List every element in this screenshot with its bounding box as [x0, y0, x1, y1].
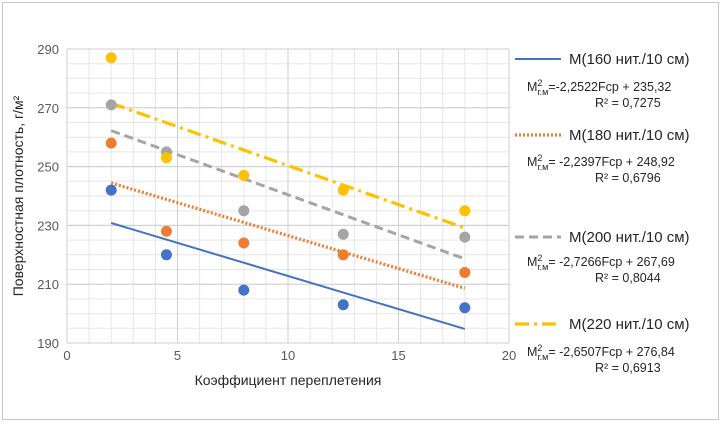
x-tick-label: 0: [63, 348, 70, 363]
y-axis-title: Поверхностная плотность, г/м²: [10, 95, 26, 296]
legend-label: М(160 нит./10 см): [569, 51, 690, 68]
data-point: [459, 266, 471, 278]
data-point: [337, 299, 349, 311]
data-point: [459, 205, 471, 217]
r-squared-label: R² = 0,6796: [595, 171, 661, 185]
x-tick-label: 15: [391, 348, 405, 363]
grid-lines: [66, 48, 510, 344]
x-tick-label: 5: [174, 348, 181, 363]
data-point: [238, 169, 250, 181]
trend-equation: М2 г.м= -2,7266Fср + 267,69: [527, 253, 675, 272]
x-tick-label: 20: [502, 348, 516, 363]
data-point: [459, 302, 471, 314]
data-point: [337, 249, 349, 261]
legend-label: М(220 нит./10 см): [569, 316, 690, 333]
legend-label: М(200 нит./10 см): [569, 229, 690, 246]
data-point: [238, 205, 250, 217]
y-tick-label: 290: [37, 42, 59, 57]
plot-area: [105, 52, 471, 330]
data-point: [160, 152, 172, 164]
data-point: [337, 184, 349, 196]
data-point: [160, 249, 172, 261]
data-point: [105, 184, 117, 196]
data-point: [105, 137, 117, 149]
data-point: [337, 228, 349, 240]
chart-canvas: 0 5 10 15 20 190 210 230 250 270 290 Поверхностная…: [10, 42, 690, 388]
y-tick-label: 250: [37, 160, 59, 175]
trendline: [110, 181, 466, 290]
trendline: [110, 101, 466, 230]
y-tick-label: 270: [37, 101, 59, 116]
data-point: [105, 52, 117, 64]
x-tick-label: 10: [281, 348, 295, 363]
data-point: [238, 284, 250, 296]
r-squared-label: R² = 0,6913: [595, 361, 661, 375]
y-tick-label: 190: [37, 336, 59, 351]
trend-equation: М2 г.м= -2,2397Fср + 248,92: [527, 153, 675, 172]
trend-equation: М2 г.м= -2,6507Fср + 276,84: [527, 343, 675, 362]
legend: М(160 нит./10 см) М2 г.м=-2,2522Fср + 235,…: [515, 51, 690, 375]
data-point: [238, 237, 250, 249]
trend-equation: М2 г.м=-2,2522Fср + 235,32: [527, 78, 671, 97]
legend-label: М(180 нит./10 см): [569, 127, 690, 144]
axis-ticks: 0 5 10 15 20 190 210 230 250 270 290: [37, 42, 516, 363]
data-point: [459, 231, 471, 243]
y-tick-label: 210: [37, 277, 59, 292]
data-point: [105, 99, 117, 111]
r-squared-label: R² = 0,8044: [595, 271, 661, 285]
chart-frame: 0 5 10 15 20 190 210 230 250 270 290 Поверхностная…: [2, 2, 719, 420]
x-axis-title: Коэффициент переплетения: [195, 372, 382, 388]
data-point: [160, 225, 172, 237]
y-tick-label: 230: [37, 218, 59, 233]
trendline: [110, 222, 466, 330]
r-squared-label: R² = 0,7275: [595, 96, 661, 110]
